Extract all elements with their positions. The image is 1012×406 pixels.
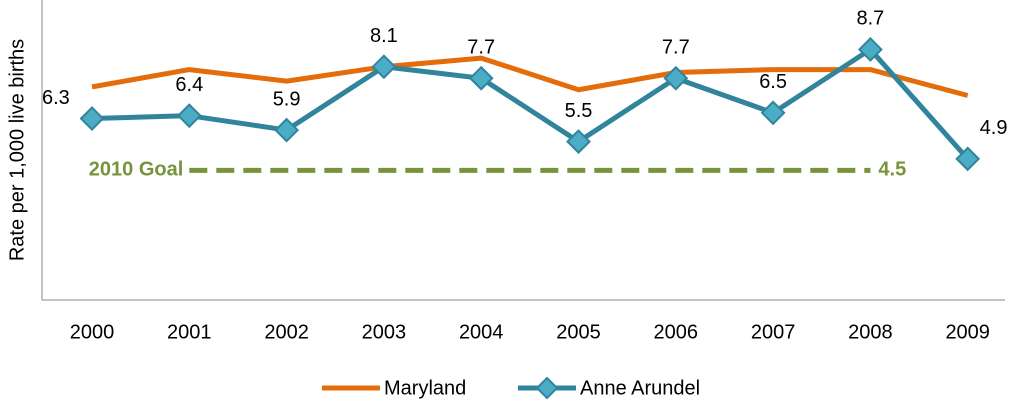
x-tick-label: 2001: [167, 321, 212, 343]
series-line: [91, 46, 970, 161]
marker: [176, 103, 202, 129]
data-label: 6.4: [175, 74, 203, 96]
x-tick-label: 2008: [848, 321, 893, 343]
marker: [663, 65, 689, 91]
data-label: 5.5: [565, 100, 593, 122]
legend-label: Anne Arundel: [580, 377, 700, 399]
data-label: 8.7: [856, 8, 884, 30]
legend-label: Maryland: [384, 377, 466, 399]
x-tick-label: 2005: [556, 321, 601, 343]
marker: [468, 65, 494, 91]
data-label: 5.9: [273, 88, 301, 110]
x-tick-label: 2007: [751, 321, 796, 343]
y-axis-label: Rate per 1,000 live births: [6, 39, 28, 261]
marker: [274, 117, 300, 143]
marker: [566, 129, 591, 155]
marker: [371, 54, 397, 80]
marker: [857, 37, 883, 62]
x-tick-label: 2002: [264, 321, 309, 343]
legend-marker: [535, 376, 559, 400]
data-label: 7.7: [467, 37, 495, 59]
x-tick-label: 2006: [654, 321, 699, 343]
data-label: 7.7: [662, 37, 690, 59]
data-label: 6.5: [759, 71, 787, 93]
x-tick-label: 2004: [459, 321, 504, 343]
goal-value-label: 4.5: [878, 159, 906, 181]
data-label: 8.1: [370, 25, 398, 47]
x-tick-label: 2000: [70, 321, 115, 343]
x-tick-label: 2003: [362, 321, 407, 343]
x-tick-label: 2009: [945, 321, 990, 343]
marker: [955, 146, 981, 172]
goal-label: 2010 Goal: [89, 159, 184, 181]
marker: [760, 100, 786, 126]
series-line: [91, 55, 969, 98]
marker: [79, 106, 105, 131]
data-label: 6.3: [42, 87, 70, 109]
data-label: 4.9: [980, 117, 1008, 139]
